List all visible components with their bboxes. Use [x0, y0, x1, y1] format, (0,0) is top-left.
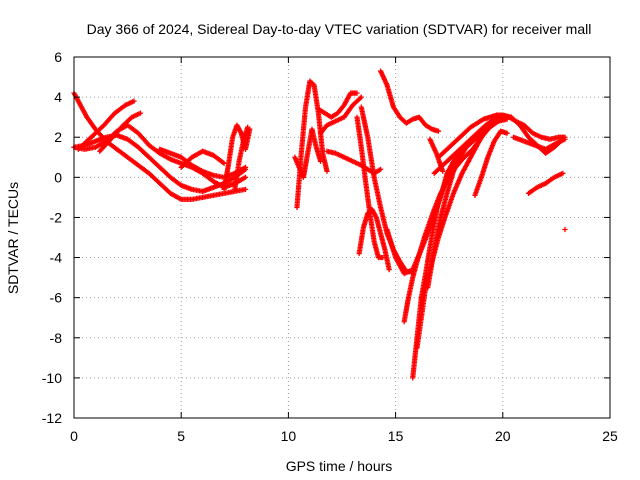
data-point: [242, 164, 249, 170]
series-t27: [472, 128, 510, 198]
x-tick-label: 25: [602, 428, 618, 444]
series-t29: [510, 134, 568, 152]
series-t28: [525, 170, 566, 196]
series-t25: [435, 112, 568, 160]
series-t20: [401, 118, 502, 325]
series-t9: [232, 124, 251, 192]
chart-title: Day 366 of 2024, Sidereal Day-to-day VTE…: [87, 21, 592, 37]
x-tick-label: 20: [495, 428, 511, 444]
series-t13: [317, 94, 364, 136]
data-point: [562, 136, 568, 142]
series-t10: [294, 78, 330, 211]
y-tick-label: 0: [54, 169, 62, 185]
grid: [74, 57, 610, 418]
data-point: [504, 130, 510, 136]
y-axis-label: SDTVAR / TECUs: [5, 182, 21, 294]
y-tick-label: 6: [54, 49, 62, 65]
data-point: [560, 170, 566, 176]
x-tick-label: 5: [177, 428, 185, 444]
data-point: [357, 95, 363, 101]
data-point: [440, 168, 446, 174]
series-t16: [356, 206, 392, 273]
data-point: [137, 110, 144, 116]
y-tick-label: -4: [50, 250, 63, 266]
series-t18: [377, 68, 442, 134]
y-tick-label: 4: [54, 89, 62, 105]
y-tick-label: 2: [54, 129, 62, 145]
series-t4: [75, 98, 137, 152]
data-point: [131, 98, 137, 104]
series-t15: [354, 114, 386, 261]
data-marks: [71, 68, 568, 381]
x-axis-label: GPS time / hours: [286, 458, 393, 474]
data-point: [358, 94, 364, 100]
series-t26: [427, 136, 446, 174]
data-point: [354, 90, 360, 96]
x-tick-label: 10: [281, 428, 297, 444]
series-t5: [97, 110, 144, 154]
y-tick-label: -6: [50, 290, 63, 306]
series-t12: [315, 90, 360, 120]
series-t11: [292, 126, 324, 180]
data-point: [562, 226, 568, 233]
data-point: [324, 168, 330, 174]
data-point: [435, 128, 442, 134]
plot-frame: [73, 56, 611, 419]
data-point: [242, 174, 249, 180]
series-t7: [178, 148, 227, 170]
y-tick-label: -8: [50, 330, 63, 346]
y-tick-label: -10: [42, 370, 62, 386]
y-tick-label: -12: [42, 410, 62, 426]
y-tick-label: -2: [50, 209, 63, 225]
series-t30: [562, 226, 568, 233]
data-point: [242, 186, 249, 192]
x-tick-label: 0: [70, 428, 78, 444]
series-t8: [221, 122, 253, 192]
data-point: [245, 124, 251, 130]
data-point: [386, 266, 392, 273]
data-point: [317, 158, 324, 164]
series-t14: [324, 148, 384, 176]
x-tick-label: 15: [388, 428, 404, 444]
data-point: [221, 160, 227, 166]
data-point: [377, 166, 384, 172]
